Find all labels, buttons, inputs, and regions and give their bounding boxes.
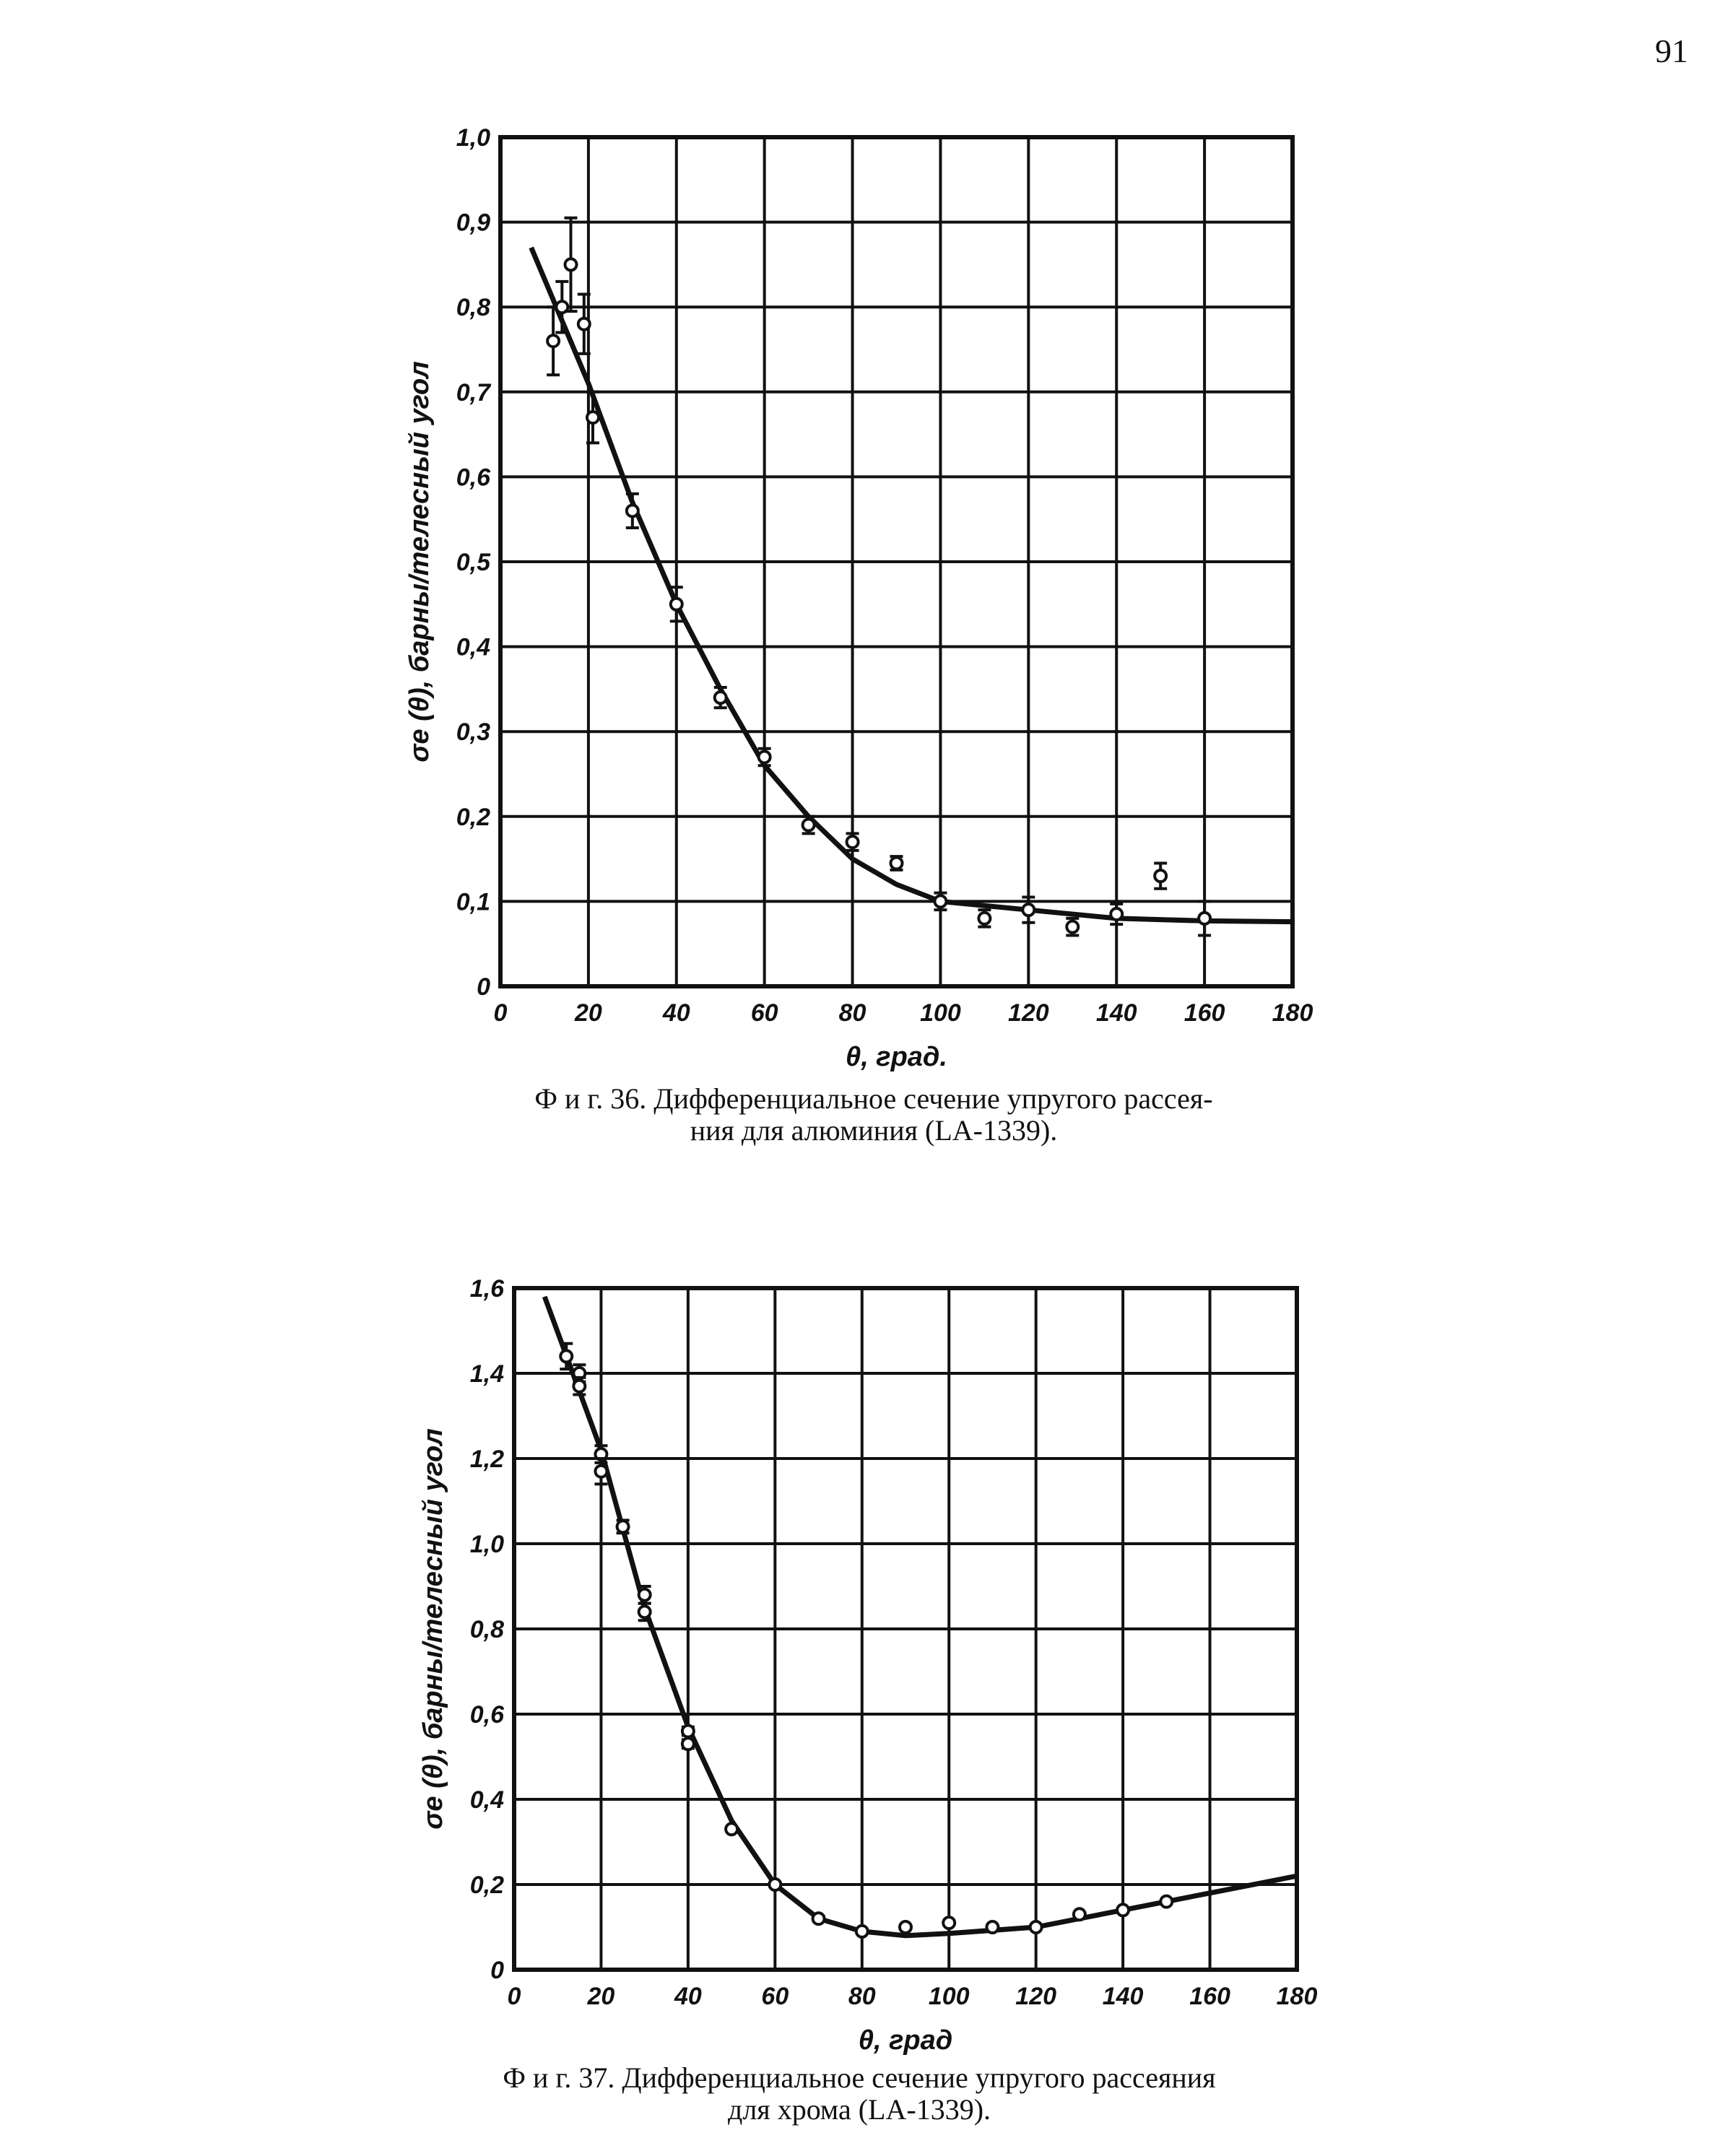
- y-axis-label: σe (θ), барны/телесный угол: [404, 361, 435, 762]
- caption-fig37: Ф и г. 37. Дифференциальное сечение упру…: [419, 2062, 1300, 2126]
- y-tick-label: 0,2: [470, 1872, 504, 1899]
- y-axis-label: σe (θ), барны/телесный угол: [418, 1428, 448, 1830]
- data-point: [1065, 919, 1080, 934]
- y-tick-label: 0,4: [456, 634, 490, 661]
- plot-frame: [512, 1286, 1299, 1972]
- data-point: [546, 334, 561, 349]
- data-point: [637, 1587, 652, 1602]
- plot-frame: [498, 135, 1295, 988]
- data-point: [563, 257, 578, 272]
- page-number: 91: [1655, 32, 1688, 69]
- x-tick-label: 180: [1272, 999, 1313, 1027]
- caption-line: Ф и г. 37. Дифференциальное сечение упру…: [503, 2061, 1216, 2094]
- data-point: [680, 1736, 695, 1752]
- x-tick-label: 140: [1103, 1983, 1144, 2010]
- x-tick-label: 100: [920, 999, 961, 1027]
- x-tick-label: 40: [674, 1983, 702, 2010]
- data-point: [801, 817, 816, 833]
- fit-curve: [529, 246, 1293, 925]
- x-tick-label: 120: [1008, 999, 1049, 1027]
- data-point: [811, 1911, 826, 1926]
- data-point: [977, 910, 992, 926]
- data-point: [1109, 907, 1124, 922]
- x-tick-label: 160: [1184, 999, 1225, 1027]
- x-tick-label: 20: [574, 999, 602, 1027]
- x-tick-label: 140: [1096, 999, 1137, 1027]
- y-tick-label: 0,1: [456, 888, 490, 916]
- y-tick-label: 0,6: [456, 464, 491, 491]
- y-tick-label: 0: [477, 973, 490, 1001]
- y-tick-label: 0,6: [470, 1701, 505, 1729]
- x-tick-label: 20: [587, 1983, 615, 2010]
- data-point: [889, 856, 904, 871]
- x-tick-label: 40: [662, 999, 690, 1027]
- x-tick-label: 100: [929, 1983, 970, 2010]
- data-point: [680, 1724, 695, 1739]
- data-point: [985, 1920, 1000, 1934]
- y-tick-label: 0,8: [470, 1616, 504, 1643]
- y-tick-label: 0,3: [456, 718, 490, 746]
- x-tick-label: 0: [494, 999, 508, 1027]
- data-point: [1197, 910, 1212, 926]
- caption-line: Ф и г. 36. Дифференциальное сечение упру…: [534, 1082, 1213, 1115]
- y-tick-label: 1,4: [470, 1360, 504, 1388]
- data-point: [625, 503, 640, 518]
- y-tick-label: 0,9: [456, 209, 490, 237]
- data-point: [942, 1916, 957, 1931]
- x-tick-label: 160: [1189, 1983, 1230, 2010]
- data-point: [933, 894, 948, 909]
- data-point: [615, 1519, 630, 1534]
- data-point: [594, 1464, 609, 1479]
- x-tick-label: 60: [761, 1983, 789, 2010]
- x-tick-label: 80: [839, 999, 866, 1027]
- x-axis-label: θ, град: [859, 2025, 952, 2056]
- x-tick-label: 180: [1277, 1983, 1318, 2010]
- x-tick-label: 120: [1015, 1983, 1056, 2010]
- fit-curve: [542, 1295, 1298, 1939]
- data-point: [576, 316, 591, 331]
- caption-line: для хрома (LA-1339).: [727, 2093, 991, 2126]
- data-point: [898, 1920, 913, 1934]
- data-point: [1028, 1920, 1043, 1934]
- data-point: [637, 1604, 652, 1620]
- y-tick-label: 1,2: [470, 1446, 504, 1473]
- chart-36: 0 20 40 60 80 100 120 140 160 180 0 0,1 0,2 0,3 0,4 0,5…: [404, 124, 1313, 1072]
- data-point: [724, 1822, 739, 1837]
- x-tick-label: 60: [751, 999, 778, 1027]
- data-point: [845, 835, 860, 850]
- data-point: [1021, 903, 1036, 918]
- chart-37: 0 20 40 60 80 100 120 140 160 180 0 0,2 0,4 0,6 0,8 1,0…: [418, 1275, 1317, 2056]
- caption-fig36: Ф и г. 36. Дифференциальное сечение упру…: [448, 1083, 1300, 1147]
- data-point: [713, 690, 728, 705]
- data-point: [559, 1349, 574, 1364]
- data-point: [1153, 869, 1168, 884]
- y-tick-label: 0,2: [456, 804, 490, 831]
- data-point: [585, 410, 600, 425]
- x-axis-label: θ, град.: [846, 1042, 947, 1072]
- data-point: [572, 1378, 587, 1394]
- y-tick-label: 0,7: [456, 379, 492, 407]
- y-tick-label: 0,8: [456, 294, 490, 321]
- x-tick-label: 80: [848, 1983, 876, 2010]
- data-point: [1116, 1903, 1131, 1918]
- data-point: [669, 596, 684, 612]
- y-tick-label: 1,0: [456, 124, 490, 152]
- data-point: [1159, 1894, 1174, 1909]
- y-tick-label: 0: [490, 1957, 504, 1984]
- y-tick-label: 0,4: [470, 1786, 504, 1814]
- y-tick-label: 1,0: [470, 1531, 504, 1558]
- data-point: [768, 1877, 783, 1892]
- data-point: [757, 749, 772, 765]
- y-tick-label: 1,6: [470, 1275, 505, 1303]
- x-tick-label: 0: [508, 1983, 521, 2010]
- caption-line: ния для алюминия (LA-1339).: [690, 1114, 1058, 1147]
- data-point: [854, 1924, 869, 1939]
- data-point: [1072, 1907, 1087, 1922]
- y-tick-label: 0,5: [456, 549, 491, 576]
